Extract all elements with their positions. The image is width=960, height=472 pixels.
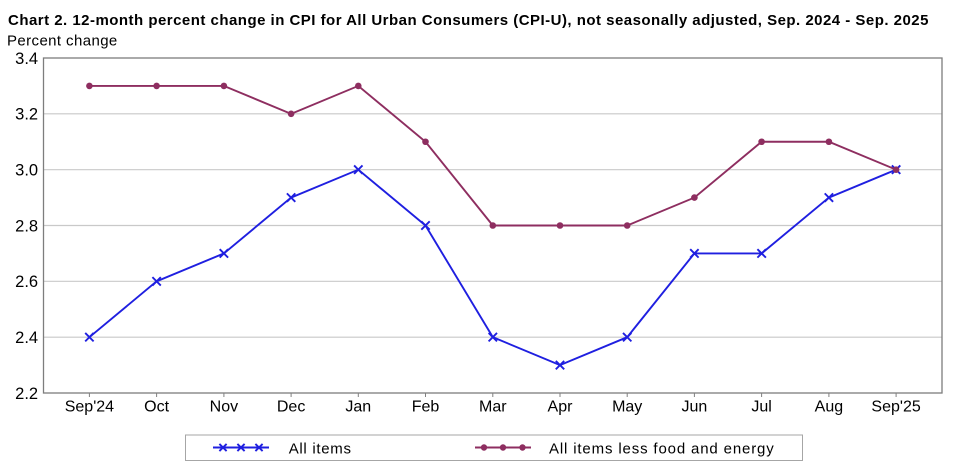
- svg-text:2.8: 2.8: [15, 217, 38, 235]
- svg-text:Sep'25: Sep'25: [871, 399, 920, 416]
- svg-text:Jul: Jul: [751, 399, 771, 416]
- svg-text:All items: All items: [289, 440, 352, 457]
- svg-text:Oct: Oct: [144, 399, 169, 416]
- svg-text:Dec: Dec: [277, 399, 305, 416]
- svg-text:Jan: Jan: [345, 399, 371, 416]
- svg-text:2.2: 2.2: [15, 385, 38, 403]
- svg-text:Mar: Mar: [479, 399, 507, 416]
- svg-text:2.4: 2.4: [15, 329, 38, 347]
- svg-text:3.4: 3.4: [15, 50, 38, 68]
- svg-text:Chart 2. 12-month percent chan: Chart 2. 12-month percent change in CPI …: [8, 12, 929, 29]
- svg-text:3.2: 3.2: [15, 106, 38, 124]
- svg-text:Nov: Nov: [210, 399, 238, 416]
- svg-text:Aug: Aug: [815, 399, 843, 416]
- svg-text:Percent change: Percent change: [7, 33, 118, 50]
- svg-text:Apr: Apr: [548, 399, 574, 416]
- svg-text:All items less food and energy: All items less food and energy: [549, 440, 775, 457]
- svg-text:3.0: 3.0: [15, 162, 38, 180]
- svg-text:Feb: Feb: [412, 399, 440, 416]
- svg-text:Sep'24: Sep'24: [65, 399, 114, 416]
- svg-text:2.6: 2.6: [15, 273, 38, 291]
- svg-text:Jun: Jun: [682, 399, 708, 416]
- svg-text:May: May: [612, 399, 642, 416]
